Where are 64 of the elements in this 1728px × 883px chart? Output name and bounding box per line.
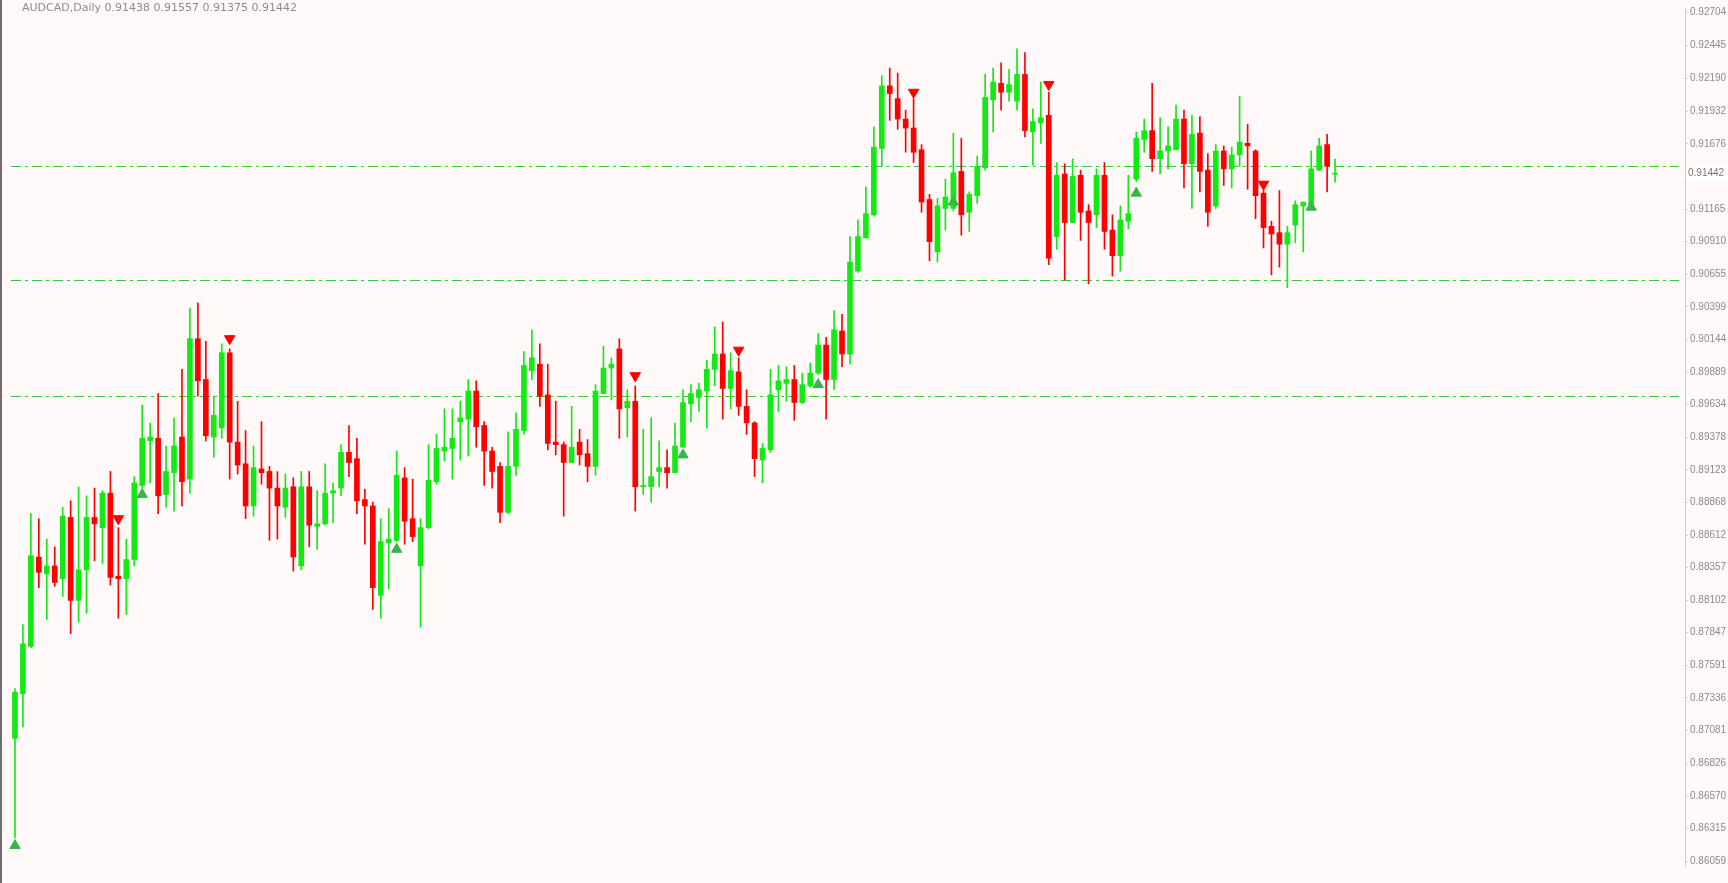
candlestick xyxy=(1038,81,1044,144)
y-tick-label: 0.91165 xyxy=(1690,202,1726,214)
point xyxy=(677,448,689,459)
candlestick xyxy=(1030,108,1036,166)
y-tick-label: 0.87081 xyxy=(1690,724,1727,736)
chart-title: AUDCAD,Daily 0.91438 0.91557 0.91375 0.91442 xyxy=(22,0,297,14)
candlestick xyxy=(1157,117,1163,175)
candlestick xyxy=(147,422,153,484)
candlestick xyxy=(640,429,647,495)
candlestick xyxy=(886,67,893,121)
y-tick-label: 0.89378 xyxy=(1690,431,1727,443)
y-tick-label: 0.91676 xyxy=(1690,137,1727,149)
candlestick xyxy=(1125,174,1132,230)
y-tick-label: 0.87336 xyxy=(1690,691,1727,703)
y-tick-label: 0.90910 xyxy=(1690,235,1727,247)
candlestick xyxy=(656,440,662,488)
candlestick xyxy=(648,417,654,503)
y-tick-label: 0.89889 xyxy=(1690,365,1727,377)
candlestick xyxy=(330,482,336,523)
y-tick-label: 0.86315 xyxy=(1690,822,1727,834)
point xyxy=(223,335,236,346)
candlestick xyxy=(664,449,670,489)
text: 0.91442 xyxy=(1688,167,1725,179)
point xyxy=(9,839,21,850)
y-tick-label: 0.92704 xyxy=(1690,6,1727,18)
candlestick xyxy=(529,329,535,380)
point xyxy=(136,487,148,498)
candlestick xyxy=(1332,158,1338,183)
y-tick-label: 0.88612 xyxy=(1690,528,1727,540)
y-tick-label: 0.92445 xyxy=(1690,39,1727,51)
candlestick xyxy=(346,425,352,477)
candlestick xyxy=(1165,126,1171,170)
candlestick xyxy=(36,518,42,588)
candlestick xyxy=(998,62,1004,111)
y-tick-label: 0.88357 xyxy=(1690,561,1727,573)
candlestick xyxy=(1300,201,1307,253)
point xyxy=(812,378,824,389)
point xyxy=(907,88,920,99)
point xyxy=(732,346,745,357)
y-tick-label: 0.90655 xyxy=(1690,267,1727,279)
y-tick-label: 0.91932 xyxy=(1690,104,1727,116)
point xyxy=(1257,180,1270,191)
y-tick-label: 0.88102 xyxy=(1690,593,1727,605)
candlestick xyxy=(552,400,559,456)
point xyxy=(1043,81,1055,92)
candlestick xyxy=(362,489,368,545)
point xyxy=(629,372,641,383)
y-tick-label: 0.90399 xyxy=(1690,300,1727,312)
y-tick-label: 0.89123 xyxy=(1690,463,1727,475)
y-tick-label: 0.87591 xyxy=(1690,659,1727,671)
candlestick xyxy=(385,508,392,590)
y-tick-label: 0.92190 xyxy=(1690,71,1727,83)
point xyxy=(390,542,403,553)
y-tick-label: 0.90144 xyxy=(1690,333,1727,345)
y-tick-label: 0.86059 xyxy=(1690,854,1727,866)
candlestick xyxy=(457,400,464,461)
candlestick xyxy=(43,538,50,620)
y-tick-label: 0.86570 xyxy=(1690,789,1727,801)
y-tick-label: 0.89634 xyxy=(1690,398,1727,410)
y-tick-label: 0.87847 xyxy=(1690,626,1727,638)
y-tick-label: 0.88868 xyxy=(1690,496,1727,508)
y-tick-label: 0.86826 xyxy=(1690,756,1727,768)
candlestick xyxy=(314,490,320,550)
candlestick xyxy=(624,389,631,438)
